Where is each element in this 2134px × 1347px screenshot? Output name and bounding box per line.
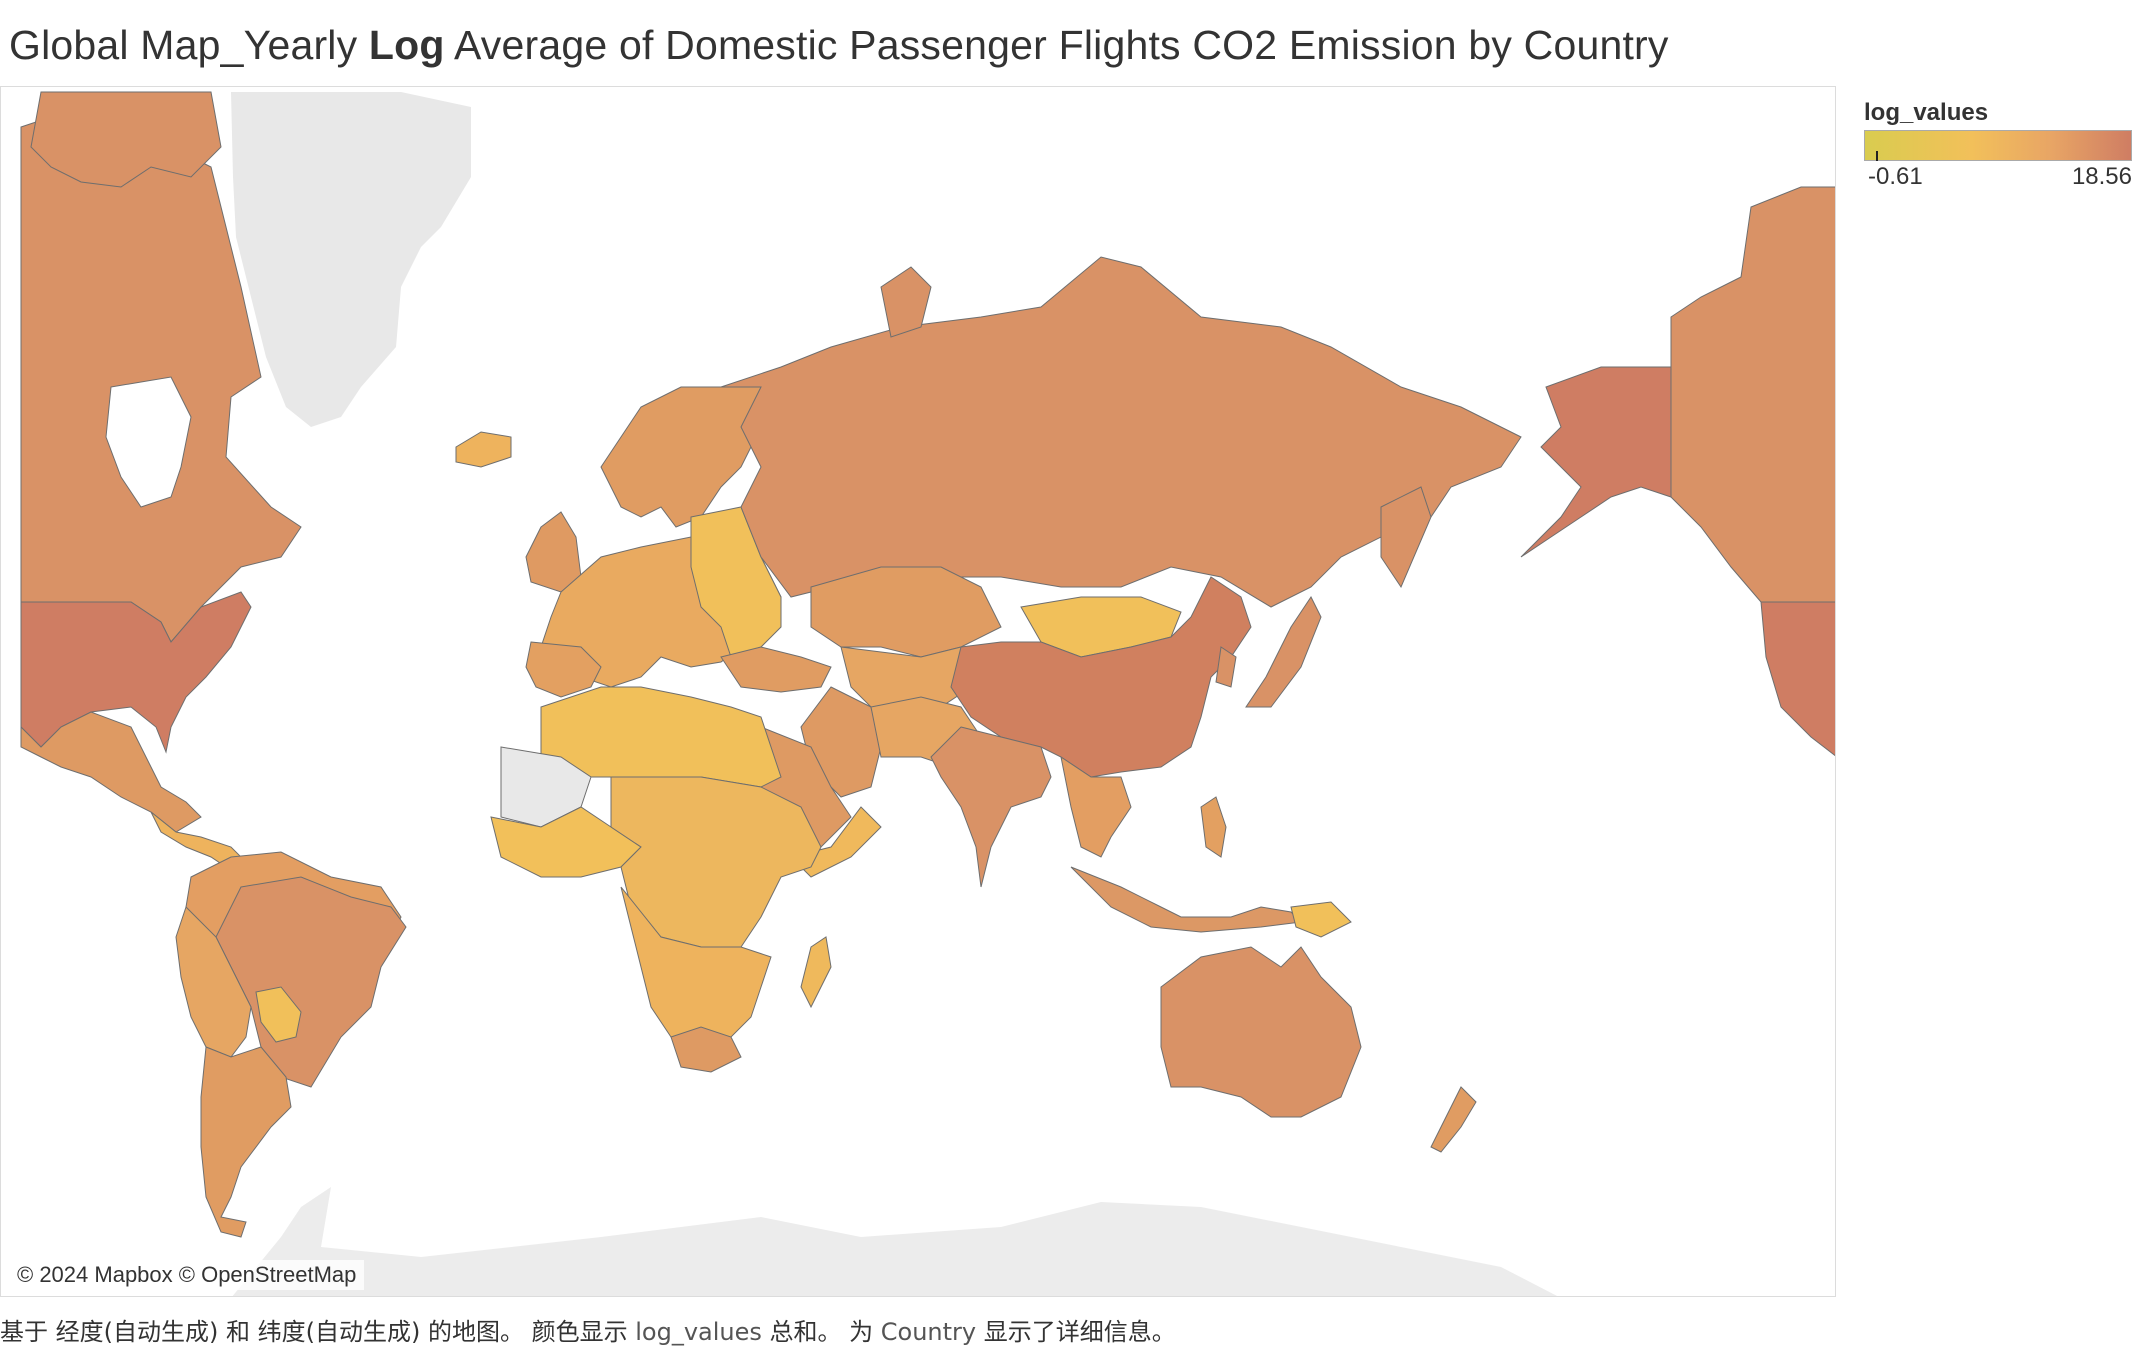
page-title: Global Map_Yearly Log Average of Domesti… bbox=[9, 22, 1669, 68]
country-greenland[interactable] bbox=[231, 92, 471, 427]
country-uk-ireland[interactable] bbox=[525, 511, 582, 593]
country-mexico[interactable] bbox=[20, 711, 202, 833]
country-indonesia[interactable] bbox=[1070, 866, 1303, 933]
country-turkey[interactable] bbox=[720, 646, 832, 693]
country-kazakhstan[interactable] bbox=[810, 566, 1002, 658]
region-usa-west-wrap[interactable] bbox=[1760, 601, 1836, 757]
country-philippines[interactable] bbox=[1200, 796, 1227, 858]
country-russia[interactable] bbox=[720, 256, 1522, 608]
country-madagascar[interactable] bbox=[800, 936, 832, 1009]
country-south-korea[interactable] bbox=[1215, 646, 1237, 688]
country-new-zealand[interactable] bbox=[1430, 1086, 1477, 1153]
russia-kamchatka[interactable] bbox=[1380, 486, 1432, 589]
land-antarctica bbox=[232, 1187, 1558, 1296]
legend-gradient-bar bbox=[1864, 130, 2132, 161]
region-central-east-africa[interactable] bbox=[610, 776, 822, 948]
region-iberia[interactable] bbox=[525, 641, 602, 698]
region-southeast-asia[interactable] bbox=[1060, 755, 1132, 858]
country-usa[interactable] bbox=[20, 591, 252, 754]
region-scandinavia[interactable] bbox=[600, 386, 762, 528]
country-india[interactable] bbox=[930, 726, 1052, 888]
legend-min-label: -0.61 bbox=[1868, 163, 1923, 190]
region-alaska[interactable] bbox=[1520, 366, 1672, 558]
region-canada-east-wrap[interactable] bbox=[1670, 186, 1836, 603]
russia-arctic-islands[interactable] bbox=[880, 266, 932, 338]
color-legend: log_values -0.61 18.56 bbox=[1864, 98, 2132, 193]
country-iceland[interactable] bbox=[455, 431, 512, 468]
hudson-bay bbox=[105, 376, 192, 508]
country-japan[interactable] bbox=[1245, 596, 1322, 708]
country-australia[interactable] bbox=[1160, 946, 1362, 1118]
region-southern-africa[interactable] bbox=[620, 886, 772, 1048]
legend-max-label: 18.56 bbox=[2071, 163, 2132, 190]
country-argentina-chile[interactable] bbox=[200, 1046, 292, 1238]
choropleth-map[interactable]: © 2024 Mapbox © OpenStreetMap bbox=[0, 86, 1836, 1297]
map-attribution[interactable]: © 2024 Mapbox © OpenStreetMap bbox=[9, 1260, 365, 1290]
map-svg[interactable] bbox=[1, 87, 1836, 1297]
country-south-africa[interactable] bbox=[670, 1026, 742, 1073]
country-paraguay-bolivia[interactable] bbox=[255, 986, 302, 1043]
country-papua-new-guinea[interactable] bbox=[1290, 901, 1352, 938]
map-caption: 基于 经度(自动生成) 和 纬度(自动生成) 的地图。 颜色显示 log_val… bbox=[0, 1318, 1176, 1346]
legend-title: log_values bbox=[1864, 99, 1989, 126]
legend-tick bbox=[1876, 151, 1878, 161]
canada-arctic-islands[interactable] bbox=[30, 91, 222, 188]
